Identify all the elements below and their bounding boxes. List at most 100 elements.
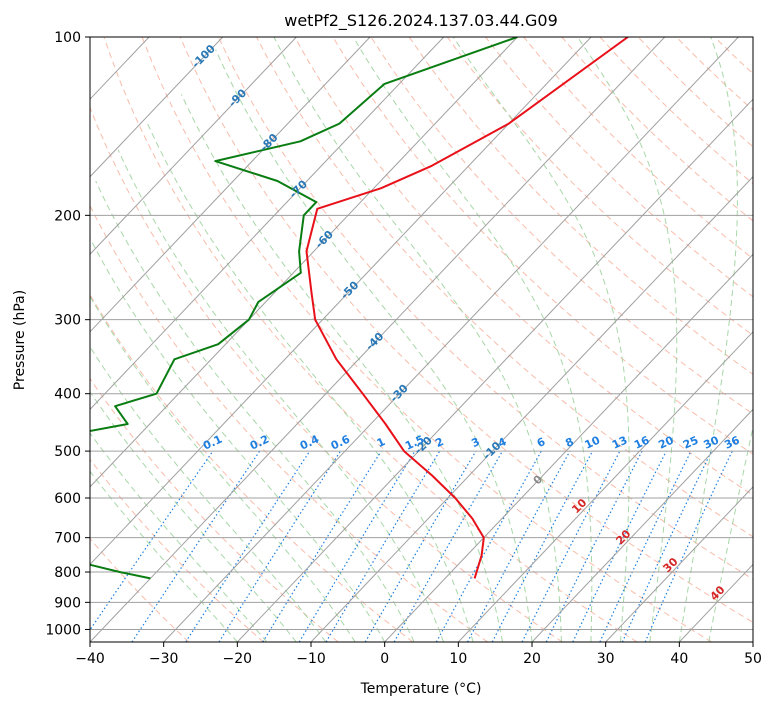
x-axis-label: Temperature (°C) [360, 681, 482, 697]
plot-frame [89, 36, 754, 643]
moist-adiabat-line [90, 432, 268, 642]
y-tick-label: 200 [54, 208, 81, 224]
isotherm-line [90, 37, 297, 256]
dry-adiabat-line [90, 106, 563, 642]
x-tick-label: 20 [523, 651, 541, 667]
mixing-ratio-label: 10 [583, 433, 603, 451]
isotherm-line [752, 641, 753, 642]
moist-adiabat-line [452, 37, 630, 642]
mixing-ratio-line [298, 450, 416, 642]
y-tick-label: 700 [54, 531, 81, 547]
dry-adiabat-line [179, 37, 753, 623]
isotherm-line [90, 37, 592, 566]
isotherm-line [90, 37, 371, 333]
x-tick-label: 40 [670, 651, 688, 667]
mixing-ratio-label: 1 [375, 435, 387, 450]
mixing-ratio-line [599, 450, 692, 642]
dry-adiabat-line [446, 37, 753, 336]
mixing-ratio-label: 16 [632, 433, 652, 451]
moist-adiabat-line [352, 37, 593, 642]
saturated-adiabat-label: 40 [708, 583, 728, 603]
chart-title: wetPf2_S126.2024.137.03.44.G09 [284, 11, 558, 31]
dewpoint-profile-line [90, 37, 518, 580]
mixing-ratio-label: 36 [722, 433, 742, 451]
dry-adiabat-line [408, 37, 753, 375]
moist-adiabat-line [90, 346, 327, 642]
x-tick-label: 10 [449, 651, 467, 667]
mixing-ratio-line [545, 450, 643, 642]
y-tick-label: 100 [54, 30, 81, 46]
mixing-ratio-line [393, 450, 504, 642]
dry-adiabat-line [217, 37, 753, 580]
mixing-ratio-label: 0.4 [298, 432, 321, 452]
y-tick-label: 800 [54, 565, 81, 581]
moist-adiabat-line [95, 180, 415, 642]
mixing-ratio-label: 6 [535, 435, 548, 450]
x-tick-label: −20 [223, 651, 253, 667]
dry-adiabat-line [294, 37, 753, 496]
dry-adiabat-line [90, 204, 488, 642]
moist-adiabat-line [215, 49, 533, 642]
isotherm-line [0, 37, 2, 642]
y-tick-label: 900 [54, 595, 81, 611]
mixing-ratio-line [435, 450, 542, 642]
dry-adiabat-line [103, 37, 638, 642]
x-tick-label: 30 [597, 651, 615, 667]
mixing-ratio-label: 25 [681, 434, 700, 452]
y-tick-label: 300 [54, 313, 81, 329]
dry-adiabat-line [90, 458, 264, 642]
isotherm-line [163, 37, 739, 642]
x-tick-label: −40 [75, 651, 105, 667]
y-tick-label: 1000 [45, 622, 81, 638]
mixing-ratio-line [90, 450, 214, 631]
isotherm-line [90, 37, 445, 411]
mixing-ratio-line [466, 450, 571, 642]
moist-adiabat-line [273, 37, 562, 642]
isotherm-line [384, 253, 753, 642]
x-tick-label: −30 [149, 651, 179, 667]
x-tick-label: 0 [380, 651, 389, 667]
mixing-ratio-line [644, 450, 733, 642]
mixing-ratio-line [325, 450, 441, 642]
x-tick-label: −10 [296, 651, 326, 667]
isotherm-line [90, 37, 518, 488]
x-tick-label: 50 [744, 651, 762, 667]
dry-adiabat-line [637, 37, 753, 148]
mixing-ratio-line [364, 450, 477, 642]
moist-adiabat-line [678, 37, 738, 642]
mixing-ratio-label: 0.6 [329, 432, 352, 452]
moist-adiabat-line [90, 237, 386, 642]
dry-adiabat-line [370, 37, 753, 415]
dry-adiabat-line [90, 537, 190, 642]
moist-adiabat-line [708, 424, 753, 642]
mixing-ratio-line [131, 450, 261, 642]
moist-adiabat-line [577, 37, 678, 642]
temperature-profile-line [305, 37, 629, 579]
y-tick-label: 500 [54, 444, 81, 460]
moist-adiabat-line [90, 295, 356, 642]
isotherm-line [605, 486, 753, 642]
moist-adiabat-line [180, 94, 503, 642]
dry-adiabat-line [332, 37, 753, 455]
isotherm-line [457, 331, 753, 642]
dry-adiabat-line [752, 37, 753, 39]
mixing-ratio-line [572, 450, 667, 642]
moist-adiabat-line [90, 470, 238, 642]
isotherm-line [90, 37, 224, 178]
dry-adiabat-line [523, 37, 753, 260]
y-tick-label: 400 [54, 387, 81, 403]
y-axis-label: Pressure (hPa) [12, 290, 28, 390]
mixing-ratio-line [218, 450, 342, 642]
isotherm-line [531, 408, 753, 642]
dry-adiabat-line [256, 37, 753, 538]
dry-adiabat-line [485, 37, 753, 298]
mixing-ratio-label: 20 [656, 433, 676, 451]
dry-adiabat-line [714, 37, 753, 75]
dry-adiabat-line [90, 377, 339, 642]
isotherm-line [310, 176, 753, 642]
mixing-ratio-label: 13 [610, 434, 629, 452]
saturated-adiabat-label: 10 [569, 496, 589, 516]
moist-adiabat-line [90, 391, 297, 642]
mixing-ratio-label: 30 [702, 433, 722, 451]
